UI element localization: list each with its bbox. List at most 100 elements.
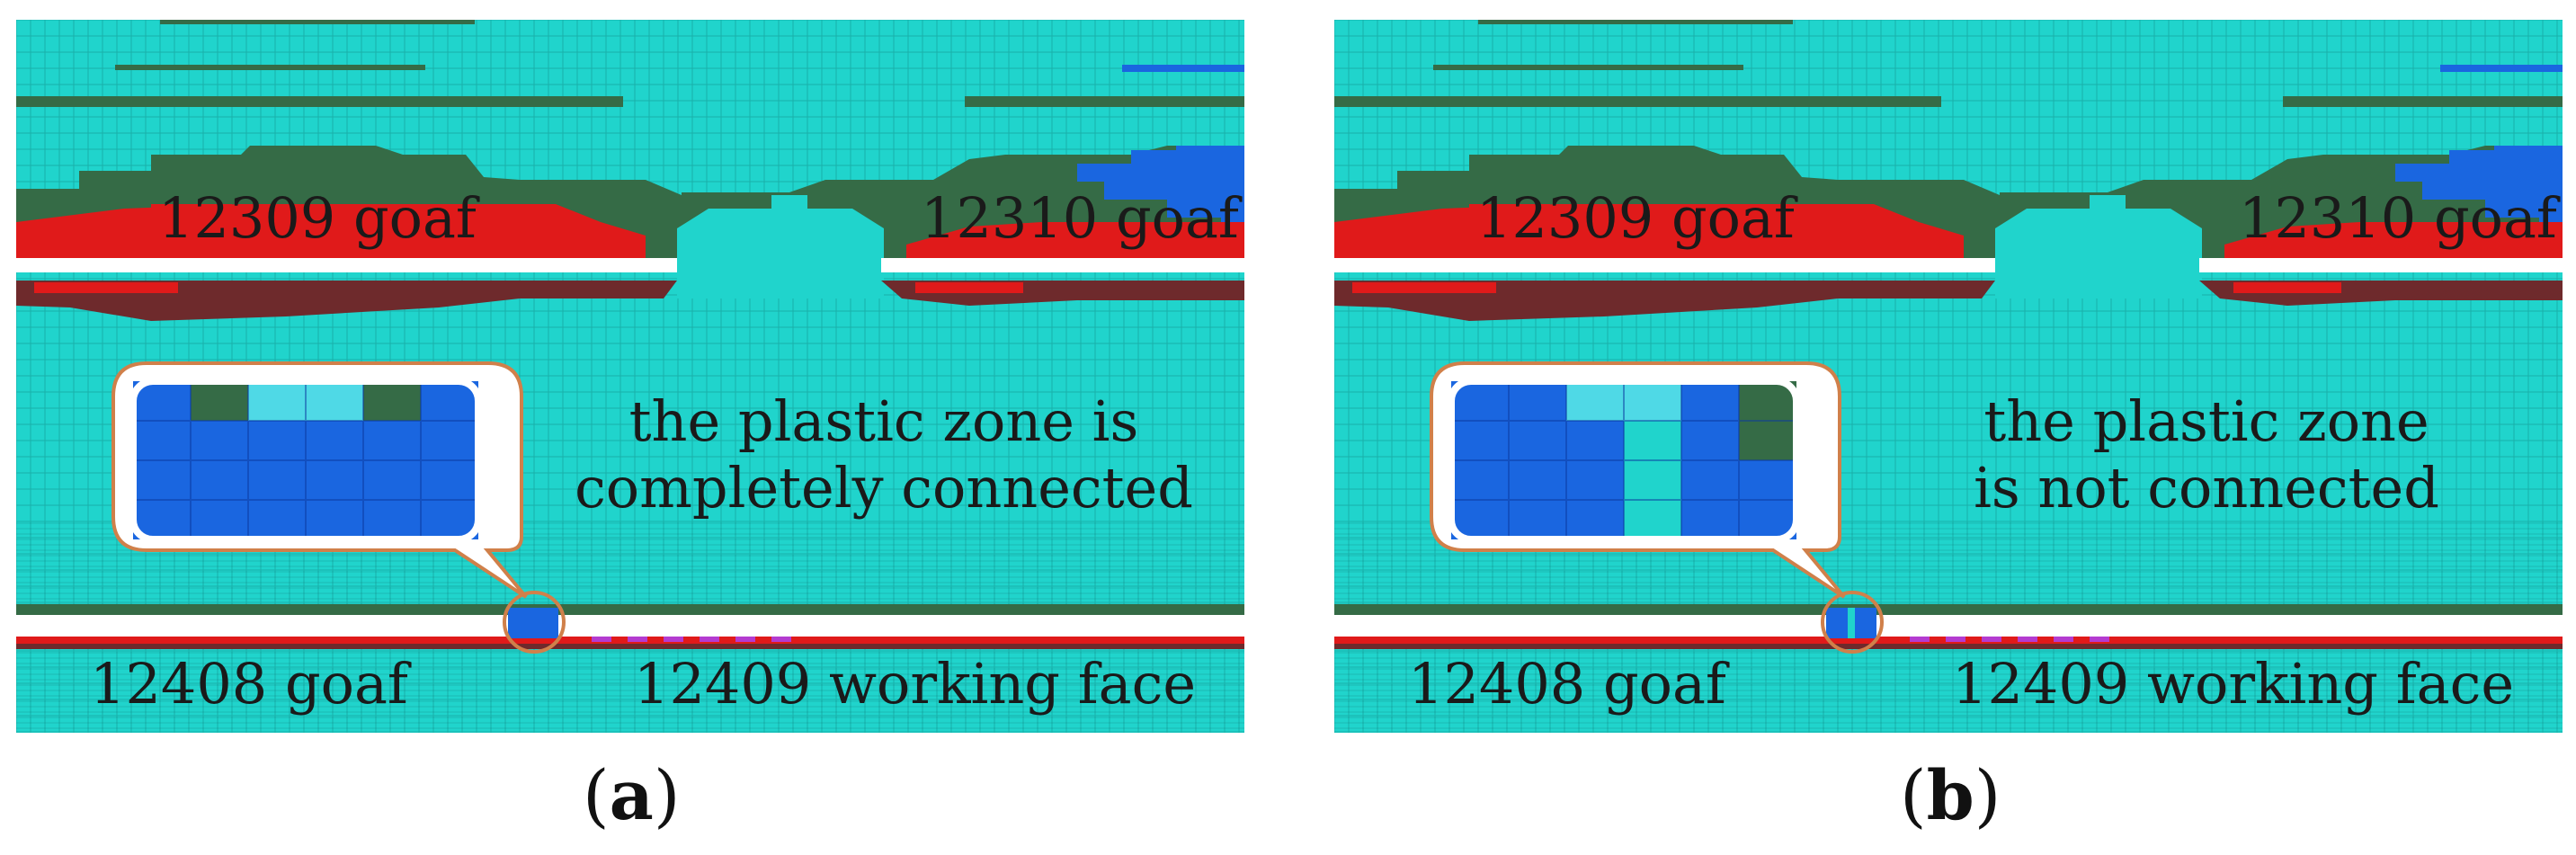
right-lower-red-strip (2233, 282, 2341, 293)
pillar-elastic-window (677, 195, 884, 298)
floor-tension-cell (664, 637, 683, 642)
label-12309-goaf: 12309 goaf (158, 185, 477, 251)
top-strip-4 (2283, 96, 2563, 107)
annotation-line-2: is not connected (1974, 455, 2439, 521)
magnified-cell (1451, 421, 1509, 460)
magnified-cell (363, 500, 421, 539)
annotation-text: the plastic zone is not connected (1919, 388, 2494, 522)
left-lower-past-zone (1334, 281, 1995, 321)
pillar-elastic-window (1995, 195, 2202, 298)
floor-tension-cell (1946, 637, 1965, 642)
magnified-cell (1739, 460, 1796, 500)
magnified-cell (248, 381, 306, 421)
magnified-frame (129, 378, 482, 543)
annotation-line-2: completely connected (575, 455, 1193, 521)
magnified-cell (1566, 381, 1624, 421)
floor-tension-cell (700, 637, 719, 642)
left-shear-top (1469, 204, 1550, 222)
magnified-cell (191, 381, 248, 421)
floor-tension-cell (1910, 637, 1930, 642)
label-12310-goaf: 12310 goaf (2239, 185, 2557, 251)
goaf-12310-excavated (881, 258, 1244, 272)
magnified-cell (1681, 460, 1739, 500)
left-shear-top (151, 204, 232, 222)
floor-tension-cell (592, 637, 611, 642)
coal-strip-upper (1334, 604, 2563, 615)
label-12310-goaf: 12310 goaf (921, 185, 1239, 251)
annotation-line-1: the plastic zone is (628, 388, 1139, 454)
magnified-cell (421, 460, 478, 500)
zoom-circle (1821, 591, 1884, 654)
magnified-cell (363, 381, 421, 421)
magnified-cell (306, 381, 363, 421)
left-lower-red-strip (34, 282, 178, 293)
floor-past-strip (1334, 644, 2563, 649)
magnified-grid-lines (133, 381, 478, 539)
magnified-cell (1624, 500, 1681, 539)
label-12409-working-face: 12409 working face (1952, 651, 2515, 717)
zoom-circle (503, 591, 566, 654)
magnified-cell (306, 421, 363, 460)
magnified-cell (1566, 500, 1624, 539)
magnified-cell (1739, 421, 1796, 460)
caption-a: (a) (583, 755, 681, 835)
floor-past-strip (16, 644, 1244, 649)
magnified-cells (133, 381, 478, 539)
magnified-cell (1509, 500, 1566, 539)
top-strip-blue (1122, 65, 1244, 72)
magnified-cell (306, 460, 363, 500)
right-goaf-shear-zone-red (2224, 222, 2563, 258)
label-12409-working-face: 12409 working face (634, 651, 1197, 717)
top-strip-3 (16, 96, 623, 107)
magnified-cell (1451, 460, 1509, 500)
magnified-cell (248, 460, 306, 500)
magnified-frame (1448, 378, 1800, 543)
magnified-cell (191, 421, 248, 460)
magnified-cell (191, 460, 248, 500)
panel-a: 12309 goaf 12310 goaf the plastic zone i… (16, 20, 1244, 733)
label-12408-goaf: 12408 goaf (90, 651, 408, 717)
right-goaf-shear-zone-red (906, 222, 1244, 258)
caption-b: (b) (1900, 755, 2001, 835)
magnified-grid-lines (1451, 381, 1796, 539)
floor-tension-cell (1982, 637, 2001, 642)
magnified-cell (1566, 460, 1624, 500)
coal-strip-upper (16, 604, 1244, 615)
right-tension-zone-blue (1077, 146, 1244, 258)
magnified-cell (191, 500, 248, 539)
magnified-cell (1681, 381, 1739, 421)
top-strip-1 (160, 20, 475, 24)
working-face-excavated (16, 615, 1244, 637)
magnified-cell (363, 460, 421, 500)
magnified-cell (363, 421, 421, 460)
magnified-cell (1681, 421, 1739, 460)
left-lower-past-zone (16, 281, 677, 321)
magnified-cell (133, 421, 191, 460)
floor-tension-cell (628, 637, 647, 642)
magnified-cell (133, 460, 191, 500)
label-12408-goaf: 12408 goaf (1408, 651, 1726, 717)
plastic-zone-model-b (1334, 20, 2563, 733)
pillar-gap-cell (1848, 608, 1855, 638)
magnified-cell (1624, 381, 1681, 421)
floor-tension-cell (771, 637, 791, 642)
right-tension-zone-blue (2395, 146, 2563, 258)
goaf-12309-excavated (16, 258, 677, 272)
floor-tension-cell (2054, 637, 2073, 642)
top-strip-3 (1334, 96, 1941, 107)
top-strip-1 (1478, 20, 1793, 24)
magnified-cell (421, 421, 478, 460)
magnified-cell (1566, 421, 1624, 460)
top-strip-2 (115, 65, 425, 70)
right-lower-red-strip (915, 282, 1023, 293)
goaf-12310-excavated (2199, 258, 2563, 272)
label-12309-goaf: 12309 goaf (1476, 185, 1795, 251)
magnified-cell (1624, 460, 1681, 500)
floor-tension-cell (735, 637, 755, 642)
plastic-zone-model-a (16, 20, 1244, 733)
magnified-cell (1509, 460, 1566, 500)
magnified-cell (1624, 421, 1681, 460)
left-lower-red-strip (1352, 282, 1496, 293)
magnified-cell (248, 500, 306, 539)
magnified-cell (306, 500, 363, 539)
